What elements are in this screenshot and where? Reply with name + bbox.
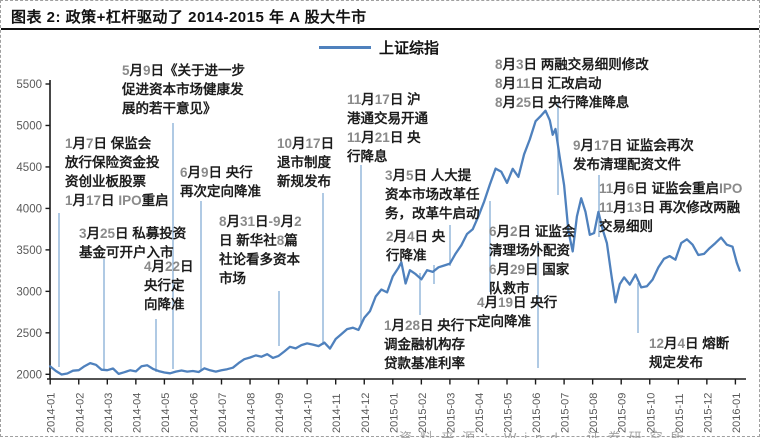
x-axis-tick-label: 2016-01 — [731, 393, 743, 433]
y-axis-tick-label: 3000 — [16, 286, 42, 298]
x-axis-tick-label: 2014-01 — [46, 393, 58, 433]
figure-title-bar: 图表 2: 政策+杠杆驱动了 2014-2015 年 A 股大牛市 — [1, 1, 759, 30]
chart-legend: 上证综指 — [319, 37, 439, 58]
source-text: 资料来源：Wind，证券研究所 — [399, 430, 692, 438]
x-axis-tick-label: 2014-07 — [217, 393, 229, 433]
x-axis-tick-label: 2015-04 — [474, 393, 486, 433]
price-line-sse-composite — [49, 109, 741, 376]
x-axis-tick-label: 2015-07 — [560, 393, 572, 433]
y-axis-tick-label: 3500 — [16, 245, 42, 257]
x-axis-tick-label: 2014-05 — [160, 393, 172, 433]
y-axis-tick-label: 2000 — [16, 369, 42, 381]
x-axis-tick-label: 2014-11 — [331, 393, 343, 433]
x-axis-tick-label: 2015-05 — [503, 393, 515, 433]
x-axis-tick-label: 2014-06 — [188, 393, 200, 433]
legend-line-swatch — [319, 46, 371, 49]
legend-series-label: 上证综指 — [379, 40, 440, 57]
source-footer-clipped: 资料来源：Wind，证券研究所 — [399, 427, 754, 438]
y-axis-tick-label: 5000 — [16, 120, 42, 132]
x-axis-tick-label: 2014-10 — [303, 393, 315, 433]
y-axis-tick-label: 5500 — [16, 79, 42, 91]
x-axis-tick-label: 2015-12 — [702, 393, 714, 433]
x-axis-tick-label: 2015-01 — [388, 393, 400, 433]
x-axis-tick-label: 2014-03 — [103, 393, 115, 433]
figure-title: 图表 2: 政策+杠杆驱动了 2014-2015 年 A 股大牛市 — [11, 9, 367, 26]
x-axis-tick-label: 2015-09 — [617, 393, 629, 433]
x-axis-tick-label: 2015-10 — [645, 393, 657, 433]
x-axis-tick-label: 2014-04 — [131, 393, 143, 433]
y-axis-tick-label: 4500 — [16, 162, 42, 174]
x-axis-tick-label: 2015-03 — [445, 393, 457, 433]
x-axis-tick-label: 2015-11 — [674, 393, 686, 433]
x-axis-tick-label: 2014-02 — [74, 393, 86, 433]
x-axis-tick-label: 2015-06 — [531, 393, 543, 433]
y-axis-tick-label: 4000 — [16, 203, 42, 215]
x-axis-tick-label: 2015-08 — [588, 393, 600, 433]
x-axis-tick-label: 2014-08 — [246, 393, 258, 433]
x-axis-tick-label: 2015-02 — [417, 393, 429, 433]
x-axis-tick-label: 2014-12 — [360, 393, 372, 433]
x-axis-tick-label: 2014-09 — [274, 393, 286, 433]
y-axis-tick-label: 2500 — [16, 328, 42, 340]
